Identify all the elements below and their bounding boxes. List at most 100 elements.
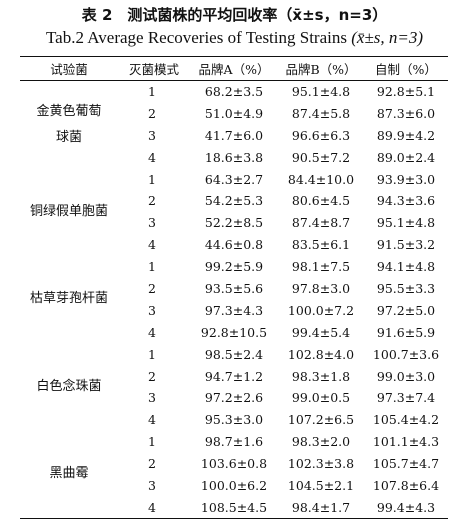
table-row: 3 100.0±6.2 104.5±2.1 107.8±6.4 <box>20 475 448 497</box>
table-title-english-stat: (x̄±s, n=3) <box>351 28 424 47</box>
mode-cell: 4 <box>118 496 190 519</box>
brand-a-cell: 41.7±6.0 <box>204 127 264 143</box>
mode-cell: 2 <box>148 368 156 384</box>
mode-cell: 1 <box>148 346 156 362</box>
table-row: 黑曲霉 1 98.7±1.6 98.3±2.0 101.1±4.3 <box>20 430 448 519</box>
strain-name-cell: 黑曲霉 <box>20 430 118 519</box>
table-row: 4 95.3±3.0 107.2±6.5 105.4±4.2 <box>20 409 448 431</box>
homemade-cell: 93.9±3.0 <box>376 171 436 187</box>
mode-cell: 4 <box>148 149 156 165</box>
brand-b-cell: 99.0±0.5 <box>291 390 351 406</box>
mode-cell: 2 <box>148 105 156 121</box>
table-row: 2 103.6±0.8 102.3±3.8 105.7±4.7 <box>20 453 448 475</box>
strain-name-cell: 金黄色葡萄 球菌 <box>36 103 102 145</box>
table-title-english: Tab.2 Average Recoveries of Testing Stra… <box>0 27 469 49</box>
homemade-cell: 95.5±3.3 <box>376 280 436 296</box>
homemade-cell: 95.1±4.8 <box>376 215 436 231</box>
mode-cell: 3 <box>148 302 156 318</box>
brand-b-cell: 97.8±3.0 <box>291 280 351 296</box>
homemade-cell: 105.7±4.7 <box>372 456 440 472</box>
header-brand-b: 品牌B（%） <box>278 56 364 81</box>
mode-cell: 3 <box>148 390 156 406</box>
mode-cell: 1 <box>148 84 156 100</box>
brand-a-cell: 94.7±1.2 <box>204 368 264 384</box>
header-brand-a: 品牌A（%） <box>190 56 278 81</box>
homemade-cell: 105.4±4.2 <box>372 412 440 428</box>
table-row: 枯草芽孢杆菌 1 99.2±5.9 98.1±7.5 94.1±4.8 <box>20 256 448 306</box>
table-row: 3 52.2±8.5 87.4±8.7 95.1±4.8 <box>20 212 448 234</box>
recovery-table: 试验菌 灭菌模式 品牌A（%） 品牌B（%） 自制（%） 金黄色葡萄 球菌 1 68… <box>20 56 448 519</box>
homemade-cell: 89.0±2.4 <box>376 149 436 165</box>
brand-b-cell: 107.2±6.5 <box>287 412 355 428</box>
brand-a-cell: 97.3±4.3 <box>204 302 264 318</box>
homemade-cell: 91.5±3.2 <box>376 237 436 253</box>
mode-cell: 3 <box>148 215 156 231</box>
brand-b-cell: 99.4±5.4 <box>291 324 351 340</box>
mode-cell: 1 <box>148 171 156 187</box>
brand-b-cell: 104.5±2.1 <box>287 477 355 493</box>
brand-b-cell: 90.5±7.2 <box>291 149 351 165</box>
mode-cell: 3 <box>148 127 156 143</box>
mode-cell: 1 <box>148 434 156 450</box>
table-row: 2 51.0±4.9 87.4±5.8 87.3±6.0 <box>20 102 448 124</box>
strain-name-cell: 铜绿假单胞菌 <box>29 203 108 219</box>
header-sterilization-mode: 灭菌模式 <box>118 56 190 81</box>
mode-cell: 2 <box>148 280 156 296</box>
table-row: 4 18.6±3.8 90.5±7.2 89.0±2.4 <box>20 146 448 168</box>
brand-a-cell: 100.0±6.2 <box>200 477 268 493</box>
brand-b-cell: 83.5±6.1 <box>291 237 351 253</box>
brand-b-cell: 96.6±6.3 <box>291 127 351 143</box>
brand-b-cell: 80.6±4.5 <box>291 193 351 209</box>
homemade-cell: 97.3±7.4 <box>376 390 436 406</box>
strain-name-cell: 枯草芽孢杆菌 <box>29 291 108 307</box>
homemade-cell: 94.1±4.8 <box>376 259 436 275</box>
brand-b-cell: 98.3±2.0 <box>291 434 351 450</box>
mode-cell: 3 <box>148 477 156 493</box>
homemade-cell: 94.3±3.6 <box>376 193 436 209</box>
homemade-cell: 101.1±4.3 <box>372 434 440 450</box>
table-title-chinese: 表 2 测试菌株的平均回收率（x̄±s，n=3） <box>81 6 388 24</box>
brand-b-cell: 87.4±8.7 <box>291 215 351 231</box>
header-homemade: 自制（%） <box>364 56 448 81</box>
brand-a-cell: 54.2±5.3 <box>204 193 264 209</box>
brand-a-cell: 98.7±1.6 <box>204 434 264 450</box>
brand-a-cell: 97.2±2.6 <box>204 390 264 406</box>
table-row: 2 94.7±1.2 98.3±1.8 99.0±3.0 <box>20 365 448 387</box>
brand-a-cell: 99.2±5.9 <box>204 259 264 275</box>
brand-a-cell: 93.5±5.6 <box>204 280 264 296</box>
mode-cell: 2 <box>148 456 156 472</box>
mode-cell: 2 <box>148 193 156 209</box>
table-row: 3 97.2±2.6 99.0±0.5 97.3±7.4 <box>20 387 448 409</box>
homemade-cell: 89.9±4.2 <box>376 127 436 143</box>
brand-b-cell: 98.4±1.7 <box>278 496 364 519</box>
brand-b-cell: 102.8±4.0 <box>287 346 355 362</box>
brand-b-cell: 95.1±4.8 <box>291 84 351 100</box>
homemade-cell: 99.4±4.3 <box>364 496 448 519</box>
homemade-cell: 99.0±3.0 <box>376 368 436 384</box>
header-strain: 试验菌 <box>20 56 118 81</box>
brand-b-cell: 100.0±7.2 <box>287 302 355 318</box>
table-title-english-main: Tab.2 Average Recoveries of Testing Stra… <box>45 28 347 47</box>
brand-b-cell: 98.3±1.8 <box>291 368 351 384</box>
brand-a-cell: 44.6±0.8 <box>204 237 264 253</box>
table-row: 4 108.5±4.5 98.4±1.7 99.4±4.3 <box>20 496 448 519</box>
table-header-row: 试验菌 灭菌模式 品牌A（%） 品牌B（%） 自制（%） <box>20 56 448 81</box>
brand-a-cell: 64.3±2.7 <box>204 171 264 187</box>
brand-a-cell: 18.6±3.8 <box>204 149 264 165</box>
table-row: 白色念珠菌 1 98.5±2.4 102.8±4.0 100.7±3.6 <box>20 343 448 394</box>
homemade-cell: 107.8±6.4 <box>372 477 440 493</box>
table-row: 3 97.3±4.3 100.0±7.2 97.2±5.0 <box>20 299 448 321</box>
brand-a-cell: 103.6±0.8 <box>200 456 268 472</box>
brand-a-cell: 51.0±4.9 <box>204 105 264 121</box>
brand-b-cell: 87.4±5.8 <box>291 105 351 121</box>
mode-cell: 4 <box>148 237 156 253</box>
table-row: 2 93.5±5.6 97.8±3.0 95.5±3.3 <box>20 278 448 300</box>
mode-cell: 4 <box>148 324 156 340</box>
brand-b-cell: 102.3±3.8 <box>287 456 355 472</box>
mode-cell: 1 <box>148 259 156 275</box>
brand-a-cell: 98.5±2.4 <box>204 346 264 362</box>
homemade-cell: 100.7±3.6 <box>372 346 440 362</box>
brand-a-cell: 52.2±8.5 <box>204 215 264 231</box>
homemade-cell: 87.3±6.0 <box>376 105 436 121</box>
